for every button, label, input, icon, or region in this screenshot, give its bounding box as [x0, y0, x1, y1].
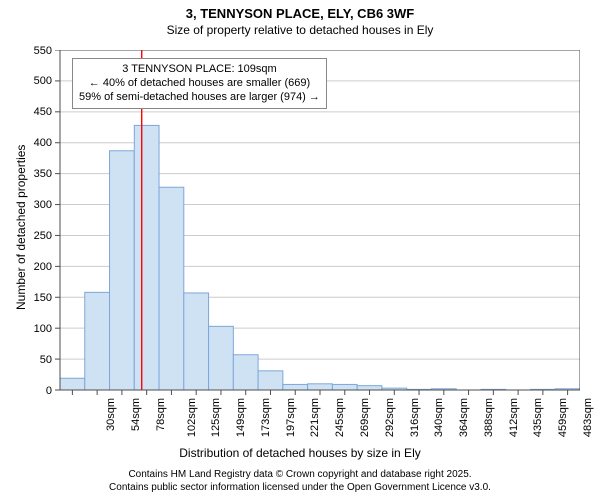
- x-tick: 459sqm: [557, 398, 569, 437]
- x-tick: 340sqm: [433, 398, 445, 437]
- x-tick: 388sqm: [483, 398, 495, 437]
- x-tick: 197sqm: [285, 398, 297, 437]
- y-tick: 50: [40, 354, 52, 366]
- annotation-line3: 59% of semi-detached houses are larger (…: [79, 91, 320, 105]
- figure: 3, TENNYSON PLACE, ELY, CB6 3WF Size of …: [0, 0, 600, 500]
- x-tick: 149sqm: [235, 398, 247, 437]
- y-tick: 300: [34, 199, 52, 211]
- plot-area: 3 TENNYSON PLACE: 109sqm ← 40% of detach…: [60, 50, 580, 390]
- x-tick: 30sqm: [105, 398, 117, 431]
- y-tick: 400: [34, 137, 52, 149]
- x-axis-label: Distribution of detached houses by size …: [0, 446, 600, 460]
- chart-title: 3, TENNYSON PLACE, ELY, CB6 3WF: [0, 0, 600, 23]
- footer-line2: Contains public sector information licen…: [0, 481, 600, 494]
- footer-line1: Contains HM Land Registry data © Crown c…: [0, 468, 600, 481]
- annotation-line2: ← 40% of detached houses are smaller (66…: [79, 77, 320, 91]
- x-tick: 54sqm: [130, 398, 142, 431]
- x-tick: 483sqm: [582, 398, 594, 437]
- y-tick: 150: [34, 292, 52, 304]
- x-tick: 125sqm: [211, 398, 223, 437]
- x-tick: 269sqm: [359, 398, 371, 437]
- chart-subtitle: Size of property relative to detached ho…: [0, 23, 600, 39]
- x-tick: 102sqm: [186, 398, 198, 437]
- x-tick: 221sqm: [310, 398, 322, 437]
- y-tick: 250: [34, 230, 52, 242]
- footer: Contains HM Land Registry data © Crown c…: [0, 468, 600, 494]
- y-tick: 0: [46, 385, 52, 397]
- y-axis-label: Number of detached properties: [14, 145, 28, 310]
- x-tick: 173sqm: [260, 398, 272, 437]
- y-tick: 350: [34, 168, 52, 180]
- x-tick: 412sqm: [508, 398, 520, 437]
- y-tick: 100: [34, 323, 52, 335]
- y-tick: 500: [34, 75, 52, 87]
- x-tick: 316sqm: [409, 398, 421, 437]
- x-tick: 364sqm: [458, 398, 470, 437]
- annotation-box: 3 TENNYSON PLACE: 109sqm ← 40% of detach…: [72, 58, 327, 109]
- x-tick: 245sqm: [334, 398, 346, 437]
- x-tick: 78sqm: [155, 398, 167, 431]
- annotation-line1: 3 TENNYSON PLACE: 109sqm: [79, 63, 320, 77]
- x-tick: 292sqm: [384, 398, 396, 437]
- y-tick: 450: [34, 106, 52, 118]
- y-tick: 200: [34, 261, 52, 273]
- x-tick: 435sqm: [532, 398, 544, 437]
- y-tick: 550: [34, 45, 52, 57]
